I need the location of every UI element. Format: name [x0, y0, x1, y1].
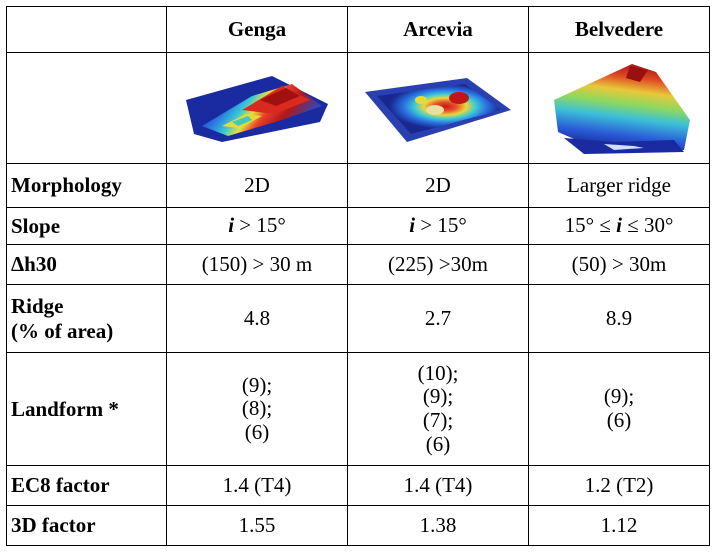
- belvedere-terrain-image: [554, 64, 690, 154]
- arcevia-terrain-cell: [347, 52, 529, 164]
- cell-dh30-belvedere: (50) > 30m: [528, 244, 710, 285]
- table-row-morphology: Morphology 2D 2D Larger ridge: [6, 163, 710, 208]
- landform-entry: (7);: [422, 408, 454, 432]
- cell-ridge-belvedere: 8.9: [528, 284, 710, 353]
- cell-morphology-belvedere: Larger ridge: [528, 163, 710, 208]
- slope-post: ≤ 30°: [621, 213, 674, 238]
- cell-3d-factor-belvedere: 1.12: [528, 505, 710, 546]
- header-row: Genga Arcevia Belvedere: [6, 6, 710, 53]
- landform-entry: (8);: [241, 396, 273, 421]
- cell-3d-factor-genga: 1.55: [166, 505, 348, 546]
- cell-ec8-arcevia: 1.4 (T4): [347, 465, 529, 506]
- cell-landform-belvedere: (9); (6): [528, 352, 710, 466]
- row-label-morphology: Morphology: [6, 163, 167, 208]
- belvedere-terrain-cell: [528, 52, 710, 164]
- cell-morphology-genga: 2D: [166, 163, 348, 208]
- slope-pre: 15° ≤: [564, 213, 617, 238]
- slope-post: > 15°: [234, 213, 286, 238]
- cell-landform-arcevia: (10); (9); (7); (6): [347, 352, 529, 466]
- row-label-ec8: EC8 factor: [6, 465, 167, 506]
- ridge-label-line: Ridge: [11, 294, 64, 319]
- table-row-slope: Slope i > 15° i > 15° 15° ≤ i ≤ 30°: [6, 207, 710, 245]
- cell-landform-genga: (9); (8); (6): [166, 352, 348, 466]
- cell-morphology-arcevia: 2D: [347, 163, 529, 208]
- cell-dh30-arcevia: (225) >30m: [347, 244, 529, 285]
- landform-entry: (9);: [241, 372, 273, 397]
- landform-entry: (9);: [603, 384, 635, 409]
- row-label-3d-factor: 3D factor: [6, 505, 167, 546]
- genga-terrain-image: [186, 76, 328, 142]
- cell-ridge-genga: 4.8: [166, 284, 348, 353]
- image-row: [6, 52, 710, 164]
- landform-entry: (6): [425, 431, 451, 456]
- column-header-genga: Genga: [166, 6, 348, 53]
- cell-3d-factor-arcevia: 1.38: [347, 505, 529, 546]
- slope-variable: i: [228, 213, 235, 238]
- cell-ridge-arcevia: 2.7: [347, 284, 529, 353]
- image-row-label: [6, 52, 167, 164]
- arcevia-terrain-image: [365, 78, 511, 142]
- comparison-table: Genga Arcevia Belvedere: [6, 6, 710, 546]
- cell-ec8-belvedere: 1.2 (T2): [528, 465, 710, 506]
- landform-entry: (6): [244, 419, 270, 444]
- row-label-ridge: Ridge (% of area): [6, 284, 167, 353]
- slope-variable: i: [409, 213, 416, 238]
- column-header-belvedere: Belvedere: [528, 6, 710, 53]
- cell-ec8-genga: 1.4 (T4): [166, 465, 348, 506]
- corner-cell: [6, 6, 167, 53]
- slope-post: > 15°: [415, 213, 467, 238]
- column-header-arcevia: Arcevia: [347, 6, 529, 53]
- row-label-slope: Slope: [6, 207, 167, 245]
- row-label-landform: Landform *: [6, 352, 167, 466]
- genga-terrain-cell: [166, 52, 348, 164]
- cell-slope-genga: i > 15°: [166, 207, 348, 245]
- table-row-ec8: EC8 factor 1.4 (T4) 1.4 (T4) 1.2 (T2): [6, 465, 710, 506]
- cell-slope-arcevia: i > 15°: [347, 207, 529, 245]
- ridge-label-line: (% of area): [11, 318, 114, 343]
- table-row-landform: Landform * (9); (8); (6) (10); (9); (7);…: [6, 352, 710, 466]
- landform-entry: (9);: [422, 384, 454, 409]
- slope-variable: i: [616, 213, 622, 238]
- table-row-3d-factor: 3D factor 1.55 1.38 1.12: [6, 505, 710, 546]
- cell-slope-belvedere: 15° ≤ i ≤ 30°: [528, 207, 710, 245]
- row-label-dh30: Δh30: [6, 244, 167, 285]
- table-row-ridge: Ridge (% of area) 4.8 2.7 8.9: [6, 284, 710, 353]
- landform-entry: (10);: [417, 360, 459, 385]
- cell-dh30-genga: (150) > 30 m: [166, 244, 348, 285]
- landform-entry: (6): [606, 408, 632, 432]
- table-row-dh30: Δh30 (150) > 30 m (225) >30m (50) > 30m: [6, 244, 710, 285]
